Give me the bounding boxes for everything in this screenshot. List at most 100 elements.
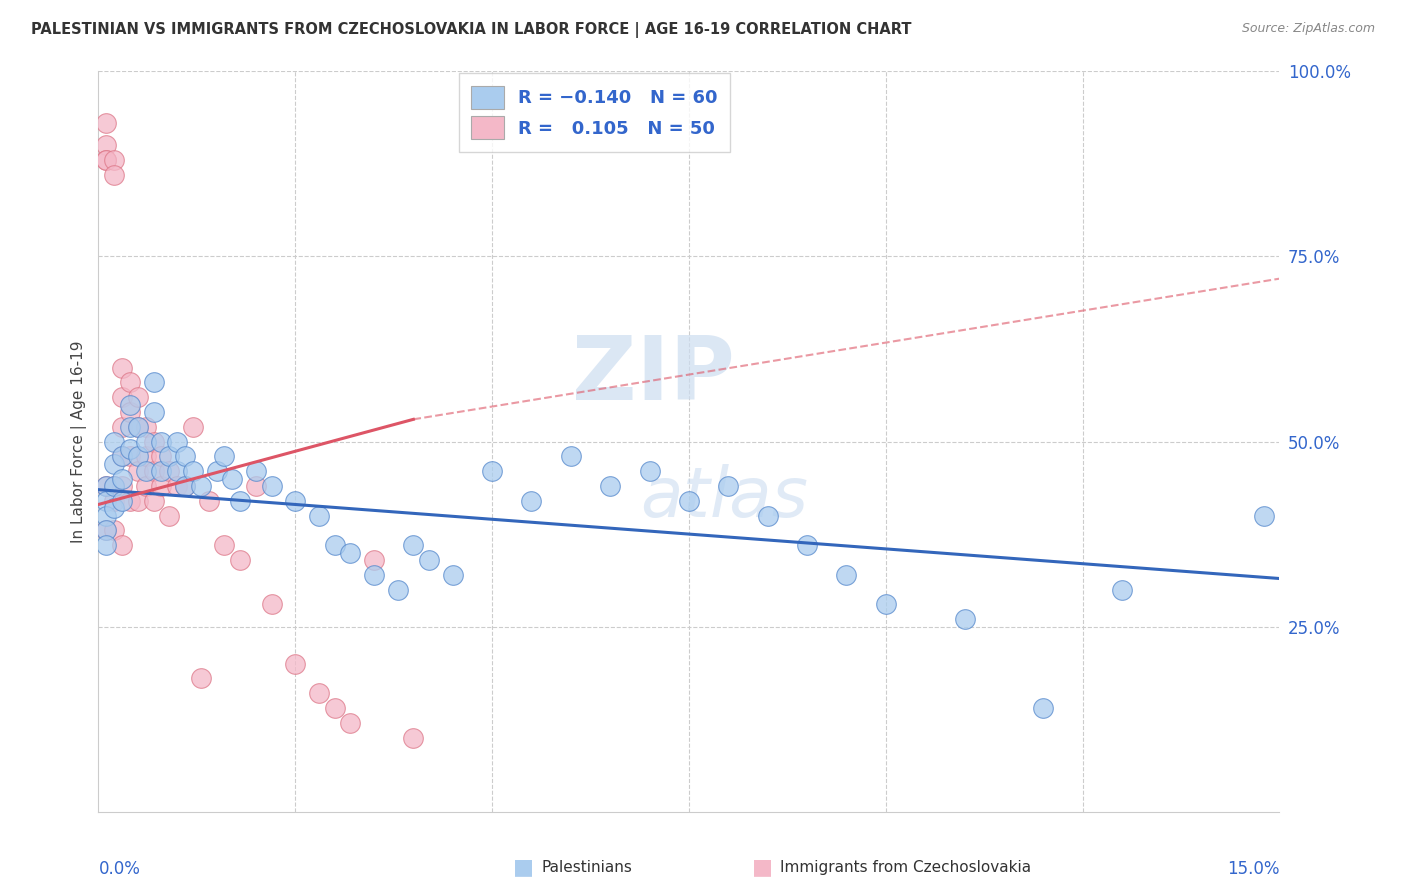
Point: [166, 479, 188, 493]
Point: [135, 479, 157, 493]
Text: ■: ■: [513, 857, 534, 877]
Point: [150, 434, 173, 449]
Point: [118, 398, 141, 412]
Point: [245, 479, 267, 493]
Text: 15.0%: 15.0%: [1227, 860, 1279, 878]
Point: [229, 493, 252, 508]
Point: [118, 419, 141, 434]
Point: [560, 450, 582, 464]
Text: atlas: atlas: [640, 464, 808, 531]
Text: Palestinians: Palestinians: [541, 860, 633, 874]
Point: [142, 376, 165, 390]
Point: [127, 419, 149, 434]
Point: [150, 450, 173, 464]
Point: [127, 493, 149, 508]
Point: [103, 501, 125, 516]
Point: [118, 442, 141, 456]
Point: [756, 508, 779, 523]
Point: [323, 538, 346, 552]
Point: [181, 419, 204, 434]
Point: [402, 538, 425, 552]
Point: [103, 493, 125, 508]
Point: [174, 450, 197, 464]
Point: [103, 479, 125, 493]
Point: [111, 419, 134, 434]
Point: [214, 538, 236, 552]
Point: [96, 493, 118, 508]
Point: [96, 524, 118, 538]
Point: [127, 390, 149, 404]
Point: [103, 524, 125, 538]
Point: [157, 508, 180, 523]
Point: [520, 493, 543, 508]
Point: [103, 168, 125, 182]
Point: [135, 464, 157, 478]
Point: [245, 464, 267, 478]
Point: [127, 464, 149, 478]
Point: [96, 153, 118, 168]
Point: [103, 434, 125, 449]
Point: [96, 524, 118, 538]
Point: [111, 390, 134, 404]
Point: [1111, 582, 1133, 597]
Point: [96, 138, 118, 153]
Point: [363, 553, 385, 567]
Text: ZIP: ZIP: [572, 333, 735, 419]
Legend: R = −0.140   N = 60, R =   0.105   N = 50: R = −0.140 N = 60, R = 0.105 N = 50: [458, 73, 730, 152]
Point: [111, 538, 134, 552]
Point: [284, 493, 307, 508]
Point: [111, 450, 134, 464]
Point: [260, 479, 283, 493]
Point: [166, 464, 188, 478]
Point: [387, 582, 409, 597]
Point: [190, 479, 212, 493]
Point: [150, 464, 173, 478]
Point: [142, 493, 165, 508]
Text: PALESTINIAN VS IMMIGRANTS FROM CZECHOSLOVAKIA IN LABOR FORCE | AGE 16-19 CORRELA: PALESTINIAN VS IMMIGRANTS FROM CZECHOSLO…: [31, 22, 911, 38]
Point: [284, 657, 307, 671]
Point: [103, 153, 125, 168]
Point: [181, 464, 204, 478]
Point: [678, 493, 700, 508]
Point: [118, 376, 141, 390]
Point: [111, 479, 134, 493]
Point: [323, 701, 346, 715]
Point: [103, 479, 125, 493]
Point: [717, 479, 740, 493]
Point: [174, 479, 197, 493]
Point: [260, 598, 283, 612]
Text: 0.0%: 0.0%: [98, 860, 141, 878]
Point: [142, 434, 165, 449]
Point: [953, 612, 976, 626]
Text: Immigrants from Czechoslovakia: Immigrants from Czechoslovakia: [780, 860, 1032, 874]
Point: [111, 360, 134, 375]
Point: [118, 405, 141, 419]
Point: [127, 450, 149, 464]
Point: [96, 538, 118, 552]
Point: [135, 434, 157, 449]
Point: [599, 479, 621, 493]
Point: [96, 153, 118, 168]
Y-axis label: In Labor Force | Age 16-19: In Labor Force | Age 16-19: [72, 340, 87, 543]
Point: [118, 450, 141, 464]
Point: [135, 450, 157, 464]
Point: [157, 450, 180, 464]
Point: [96, 508, 118, 523]
Point: [481, 464, 503, 478]
Point: [339, 546, 361, 560]
Text: Source: ZipAtlas.com: Source: ZipAtlas.com: [1241, 22, 1375, 36]
Point: [796, 538, 818, 552]
Point: [166, 434, 188, 449]
Point: [96, 479, 118, 493]
Point: [875, 598, 897, 612]
Point: [127, 419, 149, 434]
Point: [142, 405, 165, 419]
Point: [363, 567, 385, 582]
Text: ■: ■: [752, 857, 773, 877]
Point: [221, 471, 243, 485]
Point: [638, 464, 661, 478]
Point: [339, 715, 361, 730]
Point: [96, 479, 118, 493]
Point: [142, 464, 165, 478]
Point: [1032, 701, 1054, 715]
